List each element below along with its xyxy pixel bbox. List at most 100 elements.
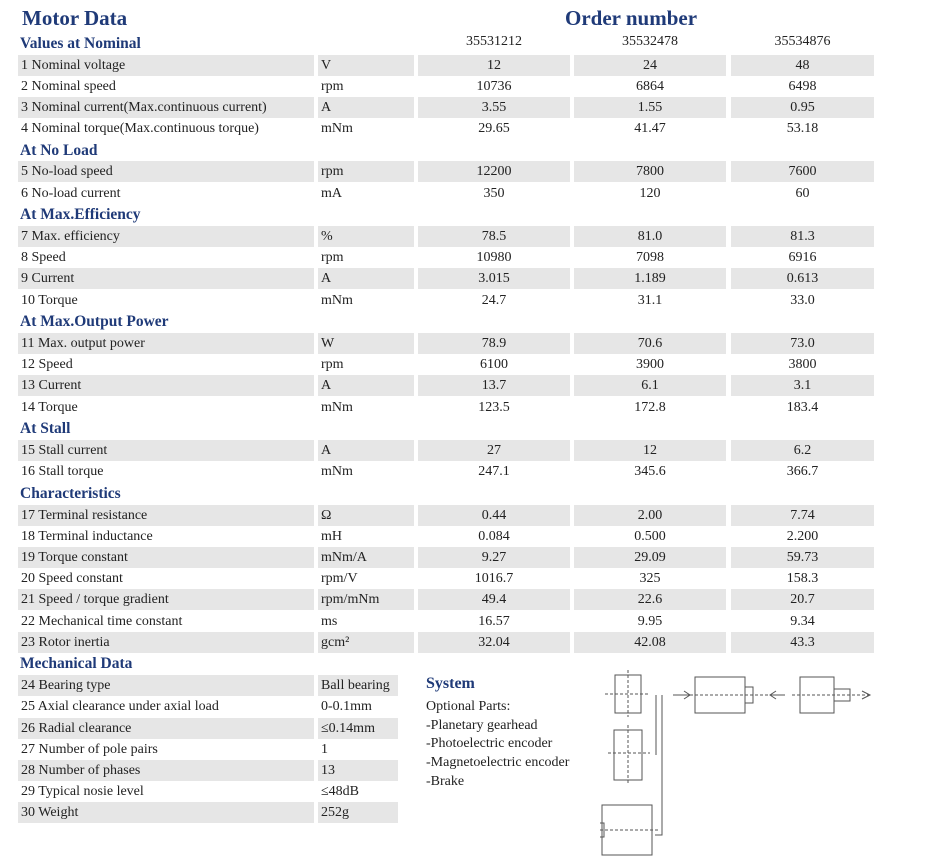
table-row: 23 Rotor inertia gcm² 32.04 42.08 43.3 (18, 632, 874, 653)
value-35531212: 1016.7 (474, 571, 514, 586)
mechanical-value: ≤48dB (321, 784, 360, 799)
value-35532478: 325 (639, 571, 661, 586)
parameter-label: 22 Mechanical time constant (21, 614, 183, 629)
value-35534876: 6916 (788, 250, 817, 265)
system-diagram (600, 670, 872, 856)
parameter-unit: A (318, 375, 414, 396)
parameter-label: 23 Rotor inertia (18, 632, 314, 653)
table-row: 5 No-load speed rpm 12200 7800 7600 (18, 161, 874, 182)
mechanical-label: 27 Number of pole pairs (21, 742, 158, 757)
order-number-2: 35532478 (622, 34, 678, 49)
value-35534876: 6498 (788, 79, 817, 94)
section-at-max-efficiency: At Max.Efficiency (20, 206, 141, 223)
table-row: 16 Stall torque mNm 247.1 345.6 366.7 (18, 461, 874, 482)
section-at-max-output-power: At Max.Output Power (20, 313, 169, 330)
parameter-unit: rpm (321, 357, 344, 372)
parameter-label: 15 Stall current (18, 440, 314, 461)
mechanical-label: 28 Number of phases (18, 760, 314, 781)
mechanical-value: 0-0.1mm (321, 699, 372, 714)
parameter-unit: V (318, 55, 414, 76)
table-row: 18 Terminal inductance mH 0.084 0.500 2.200 (18, 526, 874, 547)
value-35531212: 78.5 (418, 226, 570, 247)
value-35534876: 183.4 (786, 400, 819, 415)
parameter-unit: rpm (321, 250, 344, 265)
value-35534876: 2.200 (786, 529, 819, 544)
system-line-planetary-gearhead: -Planetary gearhead (426, 718, 538, 733)
parameter-unit: mNm (321, 464, 353, 479)
value-35532478: 24 (574, 55, 726, 76)
section-at-no-load: At No Load (20, 142, 98, 159)
parameter-label: 18 Terminal inductance (21, 529, 153, 544)
table-row: 7 Max. efficiency% 78.5 81.0 81.3 (18, 226, 874, 247)
parameter-unit: rpm/mNm (318, 589, 414, 610)
value-35532478: 6864 (636, 79, 664, 94)
value-35532478: 7098 (636, 250, 664, 265)
parameter-unit: gcm² (318, 632, 414, 653)
parameter-label: 9 Current (18, 268, 314, 289)
parameter-label: 5 No-load speed (18, 161, 314, 182)
motor-data-title: Motor Data (22, 6, 128, 30)
parameter-label: 3 Nominal current(Max.continuous current… (18, 97, 314, 118)
value-35532478: 3900 (636, 357, 664, 372)
table-row: 2 Nominal speed rpm 10736 6864 6498 (18, 76, 874, 97)
table-row: 19 Torque constant mNm/A 9.27 29.09 59.73 (18, 547, 874, 568)
value-35534876: 7600 (731, 161, 874, 182)
parameter-unit: % (318, 226, 414, 247)
value-35534876: 0.95 (731, 97, 874, 118)
value-35532478: 42.08 (574, 632, 726, 653)
value-35531212: 12200 (418, 161, 570, 182)
value-35531212: 3.015 (418, 268, 570, 289)
mechanical-value: Ball bearing (318, 675, 398, 696)
value-35532478: 1.189 (574, 268, 726, 289)
parameter-unit: mH (321, 529, 342, 544)
parameter-label: 2 Nominal speed (21, 79, 116, 94)
system-line-photoelectric-encoder: -Photoelectric encoder (426, 736, 553, 751)
value-35532478: 0.500 (634, 529, 666, 544)
parameter-unit: mA (321, 186, 342, 201)
order-number-title: Order number (565, 6, 698, 30)
value-35534876: 366.7 (786, 464, 819, 479)
parameter-label: 10 Torque (21, 293, 78, 308)
value-35532478: 7800 (574, 161, 726, 182)
value-35534876: 3800 (788, 357, 817, 372)
value-35531212: 123.5 (478, 400, 510, 415)
value-35532478: 22.6 (574, 589, 726, 610)
parameter-unit: mNm (321, 400, 353, 415)
value-35532478: 2.00 (574, 505, 726, 526)
parameter-label: 17 Terminal resistance (18, 505, 314, 526)
parameter-unit: A (318, 268, 414, 289)
mechanical-label: 29 Typical nosie level (21, 784, 144, 799)
parameter-unit: Ω (318, 505, 414, 526)
mechanical-value: 252g (318, 802, 398, 823)
value-35531212: 27 (418, 440, 570, 461)
value-35531212: 78.9 (418, 333, 570, 354)
table-row: 20 Speed constant rpm/V 1016.7 325 158.3 (18, 568, 874, 589)
value-35534876: 3.1 (731, 375, 874, 396)
value-35531212: 29.65 (478, 121, 510, 136)
value-35534876: 60 (795, 186, 810, 201)
parameter-label: 14 Torque (21, 400, 78, 415)
value-35532478: 41.47 (634, 121, 666, 136)
parameter-unit: mNm (321, 121, 353, 136)
value-35532478: 172.8 (634, 400, 666, 415)
value-35532478: 12 (574, 440, 726, 461)
value-35531212: 247.1 (478, 464, 510, 479)
value-35532478: 70.6 (574, 333, 726, 354)
system-line-magnetoelectric-encoder: -Magnetoelectric encoder (426, 755, 570, 770)
table-row: 3 Nominal current(Max.continuous current… (18, 97, 874, 118)
value-35534876: 73.0 (731, 333, 874, 354)
parameter-label: 6 No-load current (21, 186, 121, 201)
system-title: System (426, 675, 475, 692)
parameter-label: 20 Speed constant (21, 571, 123, 586)
value-35531212: 6100 (480, 357, 508, 372)
table-row: 10 Torque mNm 24.7 31.1 33.0 (18, 290, 874, 311)
parameter-unit: rpm (318, 161, 414, 182)
section-characteristics: Characteristics (20, 485, 121, 502)
mechanical-label: 26 Radial clearance (18, 718, 314, 739)
parameter-label: 13 Current (18, 375, 314, 396)
parameter-label: 11 Max. output power (18, 333, 314, 354)
order-number-3: 35534876 (774, 34, 831, 49)
value-35531212: 3.55 (418, 97, 570, 118)
parameter-label: 4 Nominal torque(Max.continuous torque) (21, 121, 259, 136)
parameter-label: 16 Stall torque (21, 464, 104, 479)
